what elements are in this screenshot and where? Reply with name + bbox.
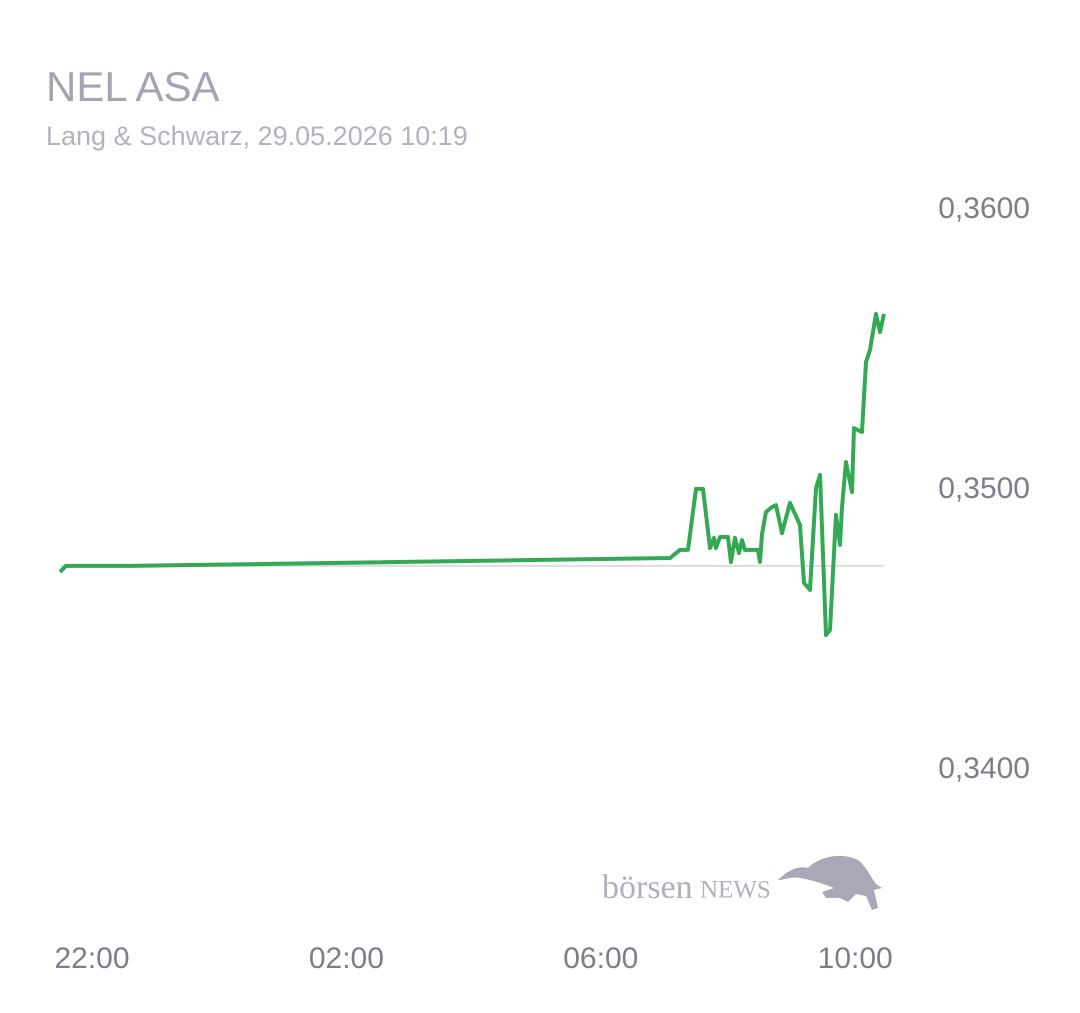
x-tick-label: 06:00 xyxy=(563,942,638,975)
x-tick-label: 10:00 xyxy=(818,942,893,975)
watermark: börsen NEWS xyxy=(602,855,882,910)
x-tick-label: 22:00 xyxy=(54,942,129,975)
chart-subtitle: Lang & Schwarz, 29.05.2026 10:19 xyxy=(46,121,468,151)
watermark-bull xyxy=(778,855,882,910)
watermark-lower: börsen xyxy=(602,869,693,906)
y-tick-label: 0,3400 xyxy=(938,752,1030,785)
chart-title: NEL ASA xyxy=(46,63,220,110)
x-tick-label: 02:00 xyxy=(309,942,384,975)
watermark-upper: NEWS xyxy=(700,877,771,904)
price-line xyxy=(58,311,886,638)
y-tick-label: 0,3500 xyxy=(938,472,1030,505)
y-tick-label: 0,3600 xyxy=(938,192,1030,225)
